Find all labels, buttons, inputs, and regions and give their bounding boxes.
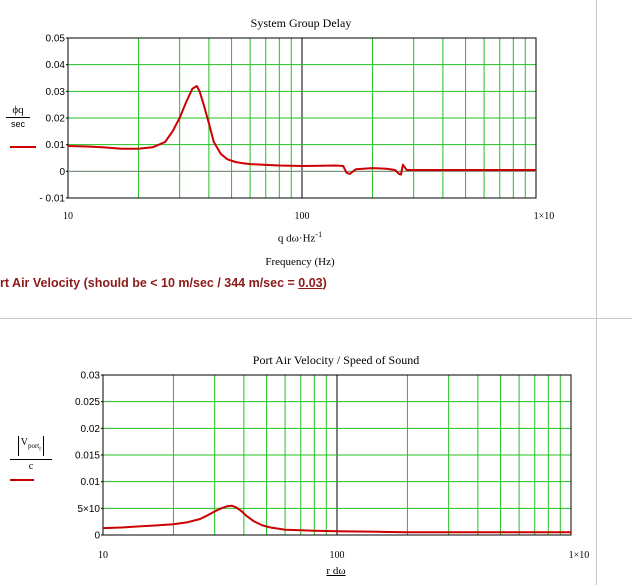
chart2-ytick-label: 5×10: [77, 504, 100, 515]
chart1-xlabel-frequency: Frequency (Hz): [265, 256, 335, 268]
port-velocity-banner: rt Air Velocity (should be < 10 m/sec / …: [0, 276, 327, 290]
chart2-ytick-label: 0.015: [75, 451, 100, 462]
chart1-series-line: [67, 85, 536, 176]
region-divider-middle: [0, 318, 632, 319]
chart1-ylabel-top: ϕq: [12, 104, 24, 116]
chart1-ytick-label: 0.01: [46, 140, 66, 151]
chart1-xtick-label: 1×10: [534, 211, 555, 222]
chart1-title: System Group Delay: [250, 16, 352, 30]
chart1-ytick-label: 0.04: [46, 60, 66, 71]
chart1-ylabel: ϕq sec: [6, 104, 30, 129]
chart1-ytick-label: 0.03: [46, 87, 66, 98]
banner-prefix: rt Air Velocity (should be < 10 m/sec / …: [0, 276, 299, 290]
banner-suffix: ): [322, 276, 327, 290]
chart2-ylabel-subsub: r: [39, 446, 42, 453]
chart2-ylabel-num: Vportr: [17, 436, 45, 457]
chart2-ytick-label: 0.02: [81, 424, 101, 435]
chart1-legend-swatch: [10, 146, 36, 148]
chart2-xtick-label: 10: [98, 550, 108, 561]
chart2-ylabel-v: V: [20, 437, 28, 448]
region-divider-right: [596, 0, 597, 585]
chart2-ytick-label: 0.03: [81, 371, 101, 382]
chart2-legend-swatch: [10, 479, 34, 481]
chart1-xtick-label: 100: [295, 211, 310, 222]
chart1-xlabel: q dω·Hz-1: [250, 230, 350, 245]
chart1-ylabel-bottom: sec: [10, 119, 25, 129]
chart1-xlabel-exp: -1: [315, 230, 323, 239]
chart1-xtick-label: 10: [63, 211, 73, 222]
chart2-ylabel-sub: port: [27, 442, 40, 450]
chart2-ylabel: Vportr c: [6, 430, 56, 472]
chart1-ytick-label: 0: [59, 167, 65, 178]
chart2-xtick-label: 1×10: [569, 550, 590, 561]
chart2-xtick-label: 100: [330, 550, 345, 561]
chart1-xlabel-main: q dω·Hz: [277, 232, 316, 245]
chart2-ylabel-den: c: [28, 461, 34, 473]
chart2-series-line: [102, 504, 571, 534]
chart1-ytick-label: - 0.01: [39, 194, 65, 205]
chart2-xlabel: r dω: [326, 565, 346, 577]
chart1-ytick-label: 0.02: [46, 114, 66, 125]
chart2-ytick-label: 0.01: [81, 477, 101, 488]
banner-value: 0.03: [298, 276, 323, 290]
chart2-title: Port Air Velocity / Speed of Sound: [252, 353, 420, 367]
chart1-ytick-label: 0.05: [46, 34, 66, 45]
chart2-ytick-label: 0.025: [75, 397, 100, 408]
chart2-ytick-label: 0: [94, 531, 100, 542]
